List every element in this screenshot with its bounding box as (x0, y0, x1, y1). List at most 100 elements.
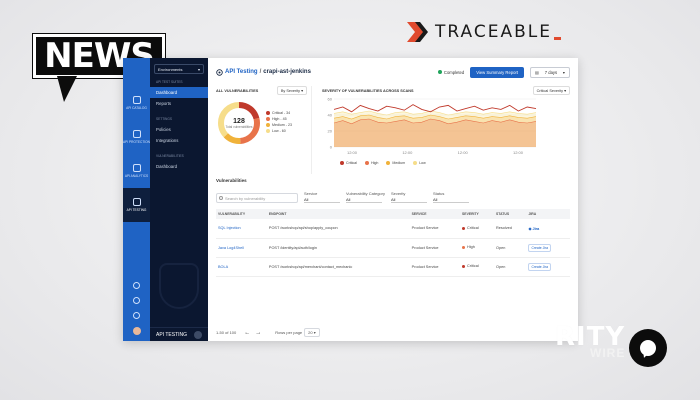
chart-legend-item: Low (413, 161, 426, 165)
filter-label: Service (304, 191, 318, 196)
date-range-select[interactable]: ▤ 7 days ▾ (530, 66, 570, 78)
rail-item-label: API TESTING (126, 208, 147, 212)
table-header-row: VULNERABILITY ENDPOINT SERVICE SEVERITY … (216, 209, 570, 219)
breadcrumb-link[interactable]: API Testing (225, 69, 258, 75)
nav-footer-label: API TESTING (156, 331, 188, 338)
create-jira-button[interactable]: Create Jira (528, 243, 552, 252)
column-header[interactable]: SERVICE (409, 209, 461, 219)
notifications-icon[interactable] (133, 312, 140, 319)
service-cell: Product Service (409, 238, 461, 258)
vulnerability-name-link[interactable]: SQL Injection (216, 219, 267, 239)
environment-select[interactable]: Environments ▾ (154, 64, 204, 74)
severity-label: High (467, 245, 475, 250)
series-line-low (333, 110, 537, 116)
legend-swatch (266, 117, 270, 121)
column-header[interactable]: STATUS (494, 209, 527, 219)
total-count: 128 (233, 117, 245, 125)
rail-item-api-protection[interactable]: API PROTECTION (123, 120, 150, 154)
severity-filter-value: Critical Severity (536, 89, 564, 93)
severity-group-select[interactable]: By Severity ▾ (276, 86, 307, 95)
x-tick-label: 12:00 (458, 150, 469, 155)
column-header[interactable]: SEVERITY (460, 209, 495, 219)
nav-link-policies[interactable]: Policies (156, 127, 171, 132)
severity-label: Critical (467, 264, 479, 269)
y-tick-label: 20 (328, 129, 333, 134)
search-input[interactable]: Search by vulnerability (216, 193, 298, 203)
date-range-value: 7 days (544, 69, 558, 75)
vulnerability-name-link[interactable]: Java Log4Shell (216, 238, 267, 258)
severity-dot (462, 245, 466, 249)
table-row[interactable]: SQL Injection POST /workshop/api/shop/ap… (216, 219, 570, 239)
vulnerabilities-heading: Vulnerabilities (216, 178, 247, 183)
jira-cell: Create Jira (526, 238, 570, 258)
nav-footer: API TESTING (150, 327, 208, 341)
filter-vulnerability-category[interactable]: Vulnerability Category All (346, 191, 385, 203)
chat-bubble-inner (640, 340, 656, 356)
view-summary-report-button[interactable]: View Summary Report (470, 66, 524, 78)
pagination-arrows: ← → (244, 330, 261, 336)
summary-panels: ALL VULNERABILITIES By Severity ▾ 128 To… (216, 86, 570, 174)
pagination-range: 1-50 of 100 (216, 330, 237, 335)
status-badge: Completed (437, 70, 464, 75)
endpoint-cell: POST /identity/api/auth/login (266, 238, 410, 258)
legend-swatch (266, 111, 270, 115)
nav-link-dashboard[interactable]: Dashboard (150, 87, 208, 98)
search-placeholder: Search by vulnerability (225, 195, 266, 201)
collapse-toggle[interactable] (194, 330, 202, 339)
rail-item-api-analytics[interactable]: API ANALYTICS (123, 154, 150, 188)
table-row[interactable]: Java Log4Shell POST /identity/api/auth/l… (216, 238, 570, 258)
all-vulnerabilities-panel: ALL VULNERABILITIES By Severity ▾ 128 To… (216, 86, 312, 174)
severity-cell: Critical (460, 257, 495, 277)
search-icon (219, 196, 223, 200)
table-row[interactable]: BOLA POST /workshop/api/merchant/contact… (216, 257, 570, 277)
chevron-down-icon: ▾ (562, 69, 565, 75)
vulnerability-name-link[interactable]: BOLA (216, 257, 267, 277)
avatar[interactable] (132, 327, 141, 335)
donut-slice-medium (218, 102, 260, 144)
filter-severity[interactable]: Severity All (390, 191, 427, 203)
nav-link-vuln-dashboard[interactable]: Dashboard (156, 164, 178, 169)
endpoint-cell: POST /workshop/api/shop/apply_coupon (266, 219, 410, 239)
legend-swatch (266, 129, 270, 133)
filter-value: All (390, 197, 427, 203)
rail-item-api-testing[interactable]: API TESTING (123, 188, 150, 222)
y-tick-label: 60 (328, 97, 333, 102)
filter-value: All (304, 197, 340, 203)
nav-link-integrations[interactable]: Integrations (156, 138, 179, 143)
donut-chart: 128 Total vulnerabilities Critical - 34 … (216, 100, 307, 146)
column-header[interactable]: ENDPOINT (266, 209, 410, 219)
jira-link[interactable]: ◆ Jira (528, 226, 540, 231)
column-header[interactable]: VULNERABILITY (216, 209, 267, 219)
create-jira-button[interactable]: Create Jira (528, 262, 552, 271)
legend-item-critical: Critical - 34 (266, 111, 292, 115)
chart-legend: Critical High Medium Low (340, 161, 570, 165)
panel-title: ALL VULNERABILITIES (216, 88, 259, 93)
settings-icon[interactable] (133, 282, 140, 289)
next-page-icon[interactable]: → (255, 329, 262, 336)
docs-icon[interactable] (133, 297, 140, 304)
donut-center: 128 Total vulnerabilities (216, 100, 262, 146)
chevron-down-icon: ▾ (197, 67, 200, 72)
prev-page-icon[interactable]: ← (244, 329, 251, 336)
shield-icon (132, 130, 141, 138)
nav-link-reports[interactable]: Reports (156, 101, 172, 106)
jira-cell: Create Jira (526, 257, 570, 277)
column-header[interactable]: JIRA (526, 209, 570, 219)
severity-cell: Critical (460, 219, 495, 239)
legend-swatch (340, 161, 344, 165)
legend-item-high: High - 45 (266, 117, 292, 121)
rows-per-page-select[interactable]: 20 ▾ (304, 328, 320, 337)
chart-legend-item: Critical (340, 161, 357, 165)
rail-item-api-catalog[interactable]: API CATALOG (123, 86, 150, 120)
filter-bar: Search by vulnerability Service All Vulne… (216, 187, 570, 203)
environment-select-value: Environments (158, 67, 183, 72)
severity-filter-select[interactable]: Critical Severity ▾ (532, 86, 570, 95)
chart-legend-item: High (364, 161, 378, 165)
legend-item-low: Low - 60 (266, 129, 292, 133)
endpoint-cell: POST /workshop/api/merchant/contact_mech… (266, 257, 410, 277)
filter-status[interactable]: Status All (432, 191, 469, 203)
filter-service[interactable]: Service All (304, 191, 340, 203)
legend-swatch (266, 123, 270, 127)
donut-slice-low (218, 102, 260, 144)
brand-name: TRACEABLE (435, 22, 552, 42)
